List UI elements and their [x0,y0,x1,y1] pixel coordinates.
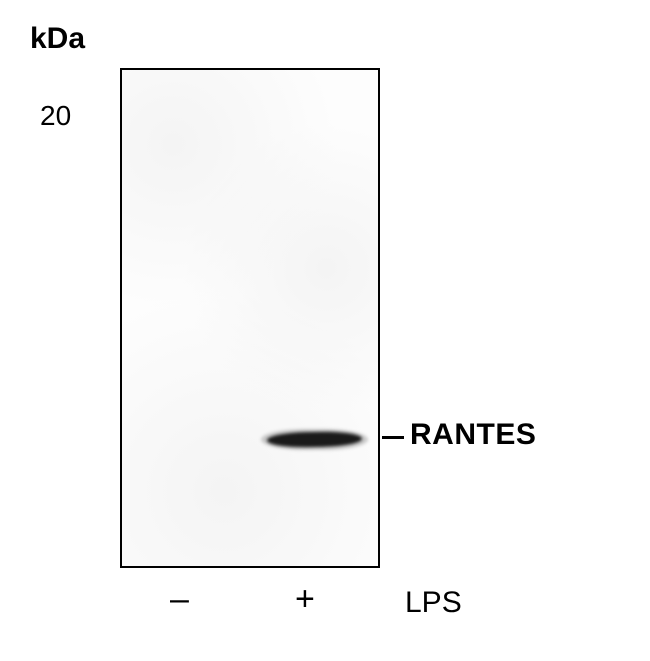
lane-label-plus: + [295,580,315,619]
kda-unit-label: kDa [30,22,85,56]
lane-label-minus: – [170,580,189,619]
band-label-rantes: RANTES [410,418,536,452]
blot-membrane [120,68,380,568]
mw-marker-20: 20 [40,100,71,132]
blot-background [122,70,378,566]
band-pointer-line [382,436,404,439]
treatment-label-lps: LPS [405,586,462,620]
